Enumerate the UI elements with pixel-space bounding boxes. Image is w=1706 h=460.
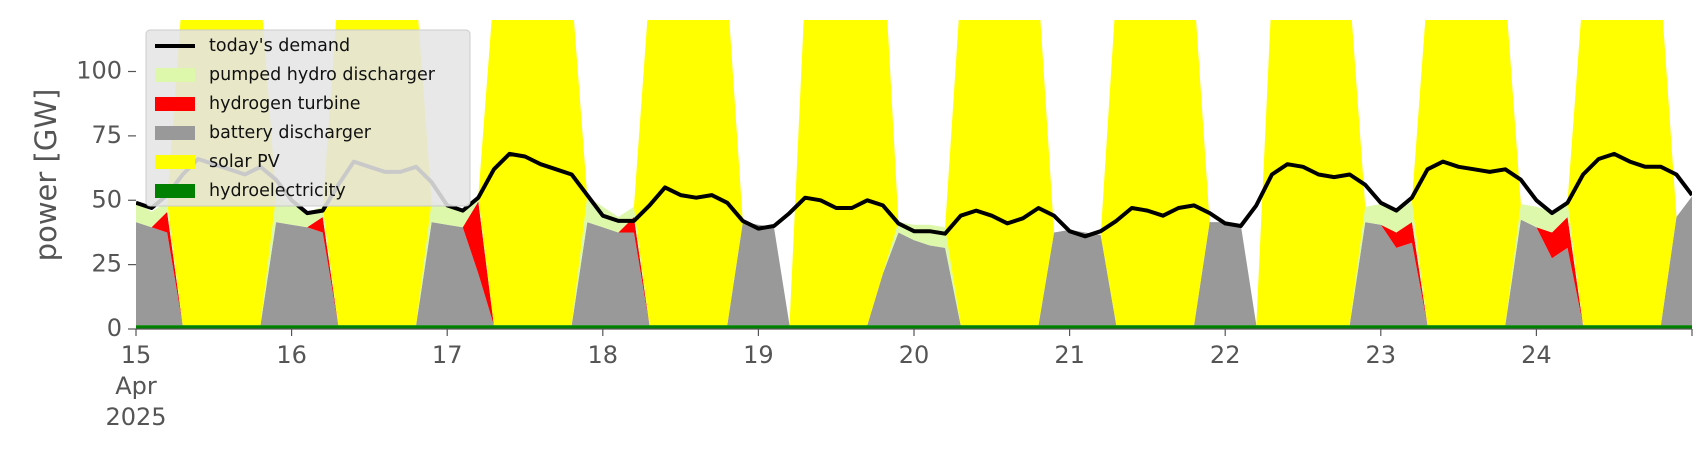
y-tick-label: 75 xyxy=(91,121,122,149)
x-tick-label: 18 xyxy=(588,341,619,369)
legend-patch-swatch xyxy=(155,126,195,140)
x-tick-sublabel: 2025 xyxy=(105,403,166,431)
y-tick-label: 0 xyxy=(107,314,122,342)
solar-pv-area xyxy=(136,20,1692,326)
legend-label: solar PV xyxy=(209,152,280,172)
x-tick-label: 22 xyxy=(1210,341,1241,369)
battery-discharger-area xyxy=(136,196,1692,326)
x-tick-label: 20 xyxy=(899,341,930,369)
x-tick-sublabel: Apr xyxy=(115,372,157,400)
y-tick-label: 25 xyxy=(91,250,122,278)
stacked-generation-areas xyxy=(136,20,1692,329)
legend-patch-swatch xyxy=(155,68,195,82)
y-tick-label: 50 xyxy=(91,185,122,213)
pumped-hydro-discharger-area xyxy=(136,196,1692,326)
x-tick-label: 23 xyxy=(1366,341,1397,369)
legend-label: hydroelectricity xyxy=(209,181,346,201)
hydroelectricity-area xyxy=(136,325,1692,329)
y-axis-ticks: 0 25 50 75 100 xyxy=(76,57,136,342)
y-axis-label: power [GW] xyxy=(29,89,63,262)
legend-box xyxy=(145,29,471,207)
legend-label: battery discharger xyxy=(209,123,372,143)
legend-patch-swatch xyxy=(155,97,195,111)
legend-patch-swatch xyxy=(155,184,195,198)
x-tick-label: 15 xyxy=(121,341,152,369)
x-tick-label: 21 xyxy=(1054,341,1085,369)
legend-label: pumped hydro discharger xyxy=(209,65,436,85)
legend: today's demand pumped hydro discharger hyd… xyxy=(145,29,471,207)
legend-label: today's demand xyxy=(209,36,350,56)
y-tick-label: 100 xyxy=(76,57,122,85)
legend-patch-swatch xyxy=(155,155,195,169)
x-tick-label: 16 xyxy=(276,341,307,369)
x-tick-label: 19 xyxy=(743,341,774,369)
x-tick-label: 24 xyxy=(1521,341,1552,369)
legend-label: hydrogen turbine xyxy=(209,94,361,114)
x-tick-label: 17 xyxy=(432,341,463,369)
x-axis-ticks: 15 16 17 18 19 20 21 22 23 24 Apr 2025 xyxy=(105,329,1693,431)
